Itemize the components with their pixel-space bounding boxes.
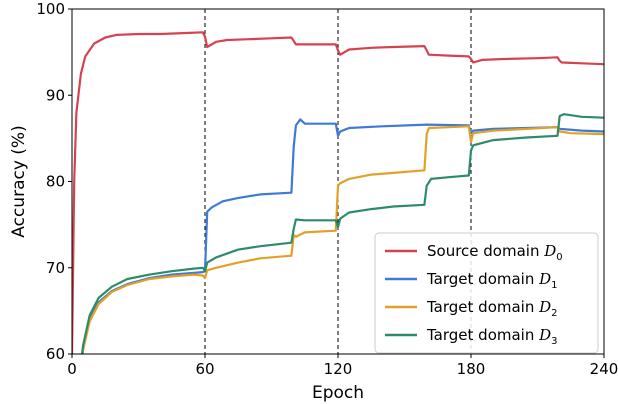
series-line-3 bbox=[80, 113, 604, 354]
series-line-0 bbox=[72, 31, 604, 354]
x-axis-label: Epoch bbox=[312, 383, 364, 403]
y-tick-label: 80 bbox=[46, 173, 65, 191]
y-axis-ticks: 60 70 80 90 100 bbox=[36, 0, 72, 363]
legend-label-1: Target domain D1 bbox=[426, 270, 558, 291]
y-tick-label: 100 bbox=[36, 0, 65, 18]
y-tick-label: 70 bbox=[46, 259, 65, 277]
legend-label-0: Source domain D0 bbox=[427, 242, 563, 263]
legend: Source domain D0 Target domain D1 Target… bbox=[374, 232, 599, 354]
series-layer bbox=[72, 31, 604, 354]
y-tick-label: 60 bbox=[46, 345, 65, 363]
series-line-2 bbox=[81, 125, 604, 354]
x-tick-label: 240 bbox=[590, 360, 618, 378]
legend-label-2: Target domain D2 bbox=[426, 298, 558, 319]
x-axis-ticks: 0 60 120 180 240 bbox=[67, 354, 618, 378]
y-axis-label: Accuracy (%) bbox=[9, 125, 29, 237]
x-tick-label: 120 bbox=[324, 360, 353, 378]
x-tick-label: 180 bbox=[457, 360, 486, 378]
legend-label-3: Target domain D3 bbox=[426, 326, 558, 347]
x-tick-label: 60 bbox=[195, 360, 214, 378]
legend-box bbox=[374, 232, 599, 354]
y-tick-label: 90 bbox=[46, 86, 65, 104]
x-tick-label: 0 bbox=[67, 360, 77, 378]
